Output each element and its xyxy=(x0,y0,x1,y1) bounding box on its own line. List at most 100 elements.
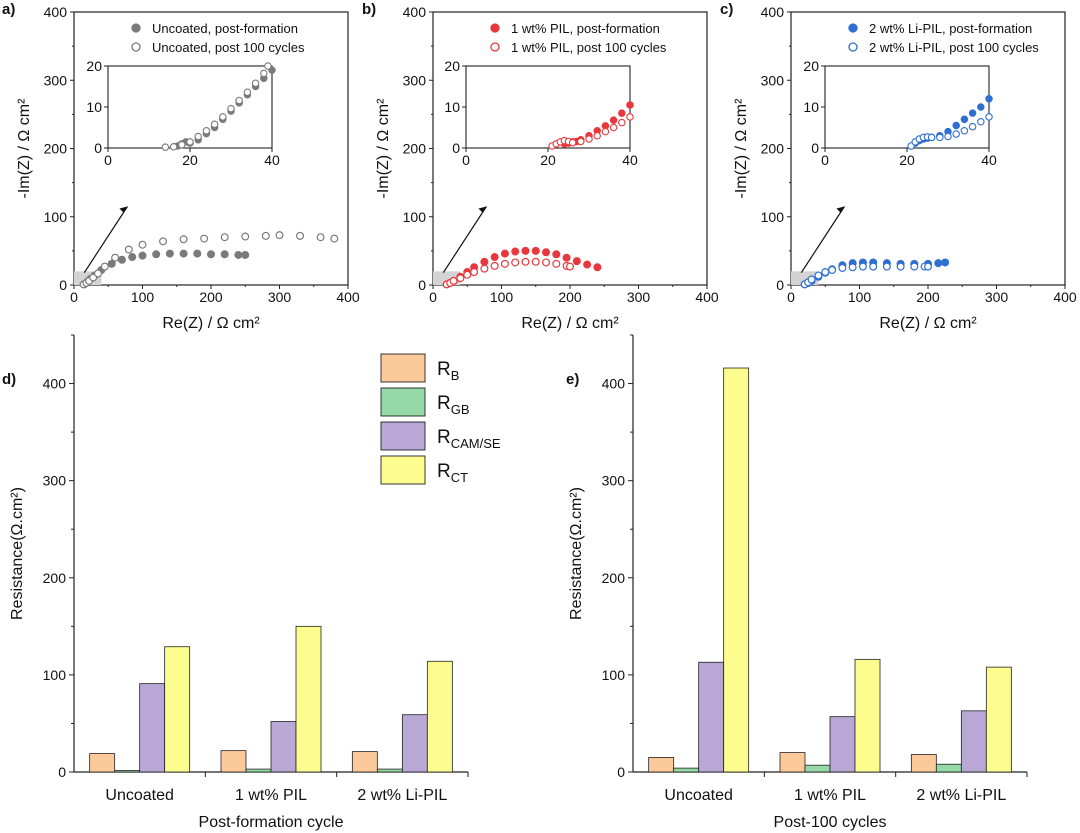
data-point xyxy=(330,234,339,243)
bar-rct xyxy=(985,666,1012,773)
bar-rcamse xyxy=(139,683,166,773)
data-point xyxy=(152,250,161,259)
legend-label: RGB xyxy=(437,393,470,417)
data-point xyxy=(552,259,561,268)
bar-rgb xyxy=(935,763,962,773)
inset-data-point xyxy=(618,118,626,127)
y-tick-label: 200 xyxy=(761,141,785,157)
data-point xyxy=(100,262,109,271)
y-tick-label: 300 xyxy=(43,473,67,489)
zoom-arrow xyxy=(800,206,845,274)
data-point xyxy=(910,262,919,271)
data-point xyxy=(234,250,243,259)
data-point xyxy=(858,262,867,271)
y-tick-label: 200 xyxy=(403,141,427,157)
inset-data-point xyxy=(609,116,618,124)
inset-data-point xyxy=(210,120,219,128)
bar-rgb xyxy=(114,770,141,773)
inset-data-point xyxy=(968,109,977,117)
legend-label-sub: CT xyxy=(451,470,468,485)
data-point xyxy=(193,249,202,258)
x-tick-label: 0 xyxy=(70,289,78,305)
inset-data-point xyxy=(235,96,243,105)
x-category-label: 2 wt% Li-PIL xyxy=(357,787,447,804)
x-tick-label: 300 xyxy=(627,289,651,305)
data-point xyxy=(531,246,540,255)
inset-data-point xyxy=(178,140,186,149)
bar-rgb xyxy=(673,767,700,773)
inset-data-point xyxy=(944,132,952,141)
legend-label: 2 wt% Li-PIL, post-formation xyxy=(869,21,1032,36)
inset-data-point xyxy=(985,95,993,103)
bar-rgb xyxy=(245,768,272,773)
bar-rgb xyxy=(804,764,831,773)
y-axis-title: Resistance(Ω.cm²) xyxy=(568,487,585,620)
legend-label-sub: GB xyxy=(451,402,470,417)
legend-marker xyxy=(490,23,500,33)
y-axis-title: Resistance(Ω.cm²) xyxy=(9,487,26,620)
legend-marker xyxy=(490,42,500,52)
legend-label: RCAM/SE xyxy=(437,427,501,451)
y-tick-label: 200 xyxy=(44,141,68,157)
x-axis-title: Post-formation cycle xyxy=(199,814,344,831)
inset-x-tick-label: 0 xyxy=(462,152,470,168)
y-tick-label: 400 xyxy=(761,4,785,20)
data-point xyxy=(869,262,878,271)
y-tick-label: 100 xyxy=(602,667,626,683)
data-point xyxy=(511,247,520,256)
data-point xyxy=(934,259,943,268)
y-tick-label: 400 xyxy=(43,376,67,392)
data-point xyxy=(490,261,499,270)
data-point xyxy=(179,235,188,244)
x-axis-title: Re(Z) / Ω cm² xyxy=(879,315,977,332)
inset-data-point xyxy=(968,122,977,131)
inset-x-tick-label: 20 xyxy=(182,152,198,168)
bar-rcamse xyxy=(698,661,725,773)
inset-frame xyxy=(107,65,273,149)
data-point xyxy=(179,249,188,258)
legend-label: Uncoated, post 100 cycles xyxy=(152,40,305,55)
legend-marker xyxy=(848,23,858,33)
y-tick-label: 200 xyxy=(43,570,67,586)
x-tick-label: 200 xyxy=(558,289,582,305)
data-point xyxy=(814,271,823,280)
x-tick-label: 100 xyxy=(131,289,155,305)
legend-swatch xyxy=(380,387,426,417)
panel-label: e) xyxy=(566,371,579,388)
data-point xyxy=(583,260,592,269)
legend-marker xyxy=(131,42,141,52)
bar-rct xyxy=(854,658,881,773)
y-tick-label: 200 xyxy=(602,570,626,586)
inset-data-point xyxy=(169,143,178,151)
panel-label: a) xyxy=(2,1,15,18)
x-category-label: 1 wt% PIL xyxy=(235,787,307,804)
legend-marker xyxy=(848,42,858,52)
x-tick-label: 0 xyxy=(787,289,795,305)
data-point xyxy=(456,274,465,283)
legend-label: 2 wt% Li-PIL, post 100 cycles xyxy=(869,40,1039,55)
data-point xyxy=(449,276,458,285)
data-point xyxy=(531,257,540,266)
zoom-arrow xyxy=(83,206,128,274)
bar-rcamse xyxy=(960,710,987,773)
x-axis-title: Post-100 cycles xyxy=(774,814,887,831)
inset-data-point xyxy=(577,137,585,146)
legend-label-base: R xyxy=(437,359,451,380)
bar-rcamse xyxy=(270,721,297,773)
data-point xyxy=(838,263,847,272)
data-point xyxy=(821,268,830,277)
x-axis-title: Re(Z) / Ω cm² xyxy=(521,315,619,332)
x-category-label: 2 wt% Li-PIL xyxy=(916,787,1006,804)
data-point xyxy=(500,259,509,268)
data-point xyxy=(542,248,551,257)
data-point xyxy=(511,258,520,267)
panel-label: d) xyxy=(2,371,16,388)
data-point xyxy=(521,246,530,255)
bar-rct xyxy=(426,660,453,773)
data-point xyxy=(261,231,270,240)
inset-data-point xyxy=(609,123,618,132)
data-point xyxy=(111,253,120,262)
inset-data-point xyxy=(219,113,227,121)
bar-rgb xyxy=(376,768,403,773)
legend-marker xyxy=(131,23,141,33)
